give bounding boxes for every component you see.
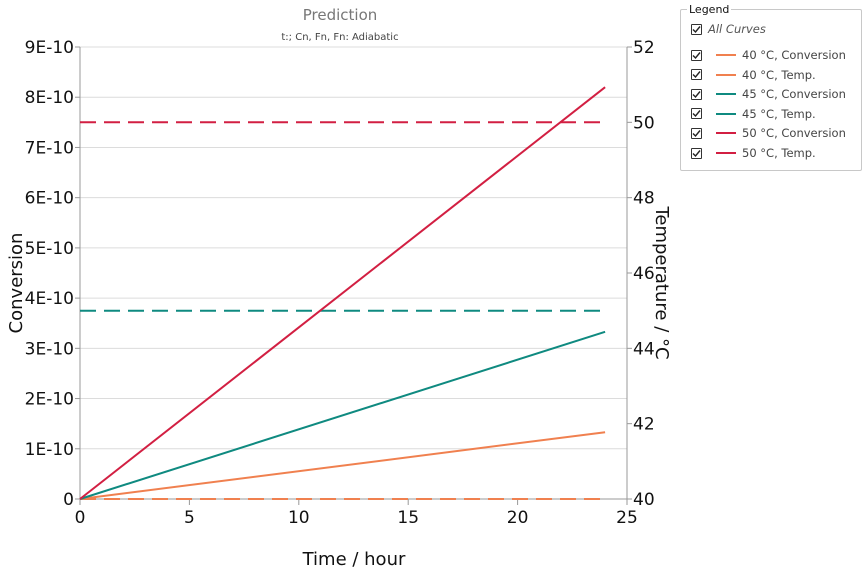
legend-item[interactable]: 50 °C, Conversion <box>691 124 846 142</box>
x-tick-label: 20 <box>507 508 529 528</box>
y-left-tick-label: 5E-10 <box>25 239 74 259</box>
y-right-tick-label: 50 <box>633 113 655 133</box>
y-right-tick-label: 46 <box>633 264 655 284</box>
legend-item-swatch <box>716 93 736 96</box>
legend-item[interactable]: 40 °C, Temp. <box>691 66 816 84</box>
y-left-tick-label: 4E-10 <box>25 289 74 309</box>
y-left-tick-label: 9E-10 <box>25 38 74 58</box>
x-tick-label: 5 <box>184 508 195 528</box>
legend-item-checkbox[interactable] <box>691 88 702 100</box>
legend-title: Legend <box>687 3 732 16</box>
series-line-40-c-conversion <box>79 431 606 500</box>
all-curves-checkbox[interactable] <box>691 23 702 35</box>
legend-item-swatch <box>716 54 736 56</box>
legend-item-checkbox[interactable] <box>691 69 702 81</box>
legend-item-label: 40 °C, Conversion <box>742 48 846 62</box>
all-curves-label: All Curves <box>708 22 766 36</box>
legend-item-checkbox[interactable] <box>691 147 702 159</box>
series-lines <box>79 86 606 500</box>
legend-item-label: 50 °C, Temp. <box>742 146 816 160</box>
legend-item-swatch <box>716 73 736 76</box>
x-tick-label: 25 <box>616 508 638 528</box>
y-right-tick-label: 48 <box>633 189 655 209</box>
x-axis-label: Time / hour <box>302 549 406 570</box>
legend-item[interactable]: 45 °C, Temp. <box>691 105 816 123</box>
legend-item-swatch <box>716 132 736 135</box>
x-tick-label: 0 <box>75 508 86 528</box>
y-left-tick-label: 3E-10 <box>25 339 74 359</box>
x-tick-label: 10 <box>288 508 310 528</box>
y-right-tick-label: 52 <box>633 38 655 58</box>
legend-item-swatch <box>716 112 736 115</box>
y-right-tick-label: 42 <box>633 415 655 435</box>
legend-item-label: 45 °C, Temp. <box>742 106 816 121</box>
y-left-tick-label: 0 <box>63 490 74 510</box>
series-line-45-c-conversion <box>79 330 606 500</box>
legend-item-label: 40 °C, Temp. <box>742 67 816 82</box>
legend-item[interactable]: 45 °C, Conversion <box>691 85 846 103</box>
legend-all-curves[interactable]: All Curves <box>691 20 766 38</box>
y-left-tick-label: 6E-10 <box>25 189 74 209</box>
y-right-tick-label: 40 <box>633 490 655 510</box>
series-line-50-c-conversion <box>79 86 606 500</box>
y-left-tick-label: 2E-10 <box>25 390 74 410</box>
y-right-tick-label: 44 <box>633 339 655 359</box>
legend-item-checkbox[interactable] <box>691 127 702 139</box>
y-left-tick-label: 1E-10 <box>25 440 74 460</box>
legend-item-label: 45 °C, Conversion <box>742 87 846 102</box>
y-left-tick-label: 8E-10 <box>25 88 74 108</box>
legend-item-swatch <box>716 152 736 154</box>
grid-lines <box>80 46 627 450</box>
legend-item[interactable]: 40 °C, Conversion <box>691 46 846 64</box>
y-left-tick-label: 7E-10 <box>25 138 74 158</box>
legend-panel: Legend All Curves 40 °C, Conversion 40 °C… <box>680 3 862 171</box>
chart-subtitle: t:; Cn, Fn, Fn: Adiabatic <box>281 32 398 43</box>
tick-labels: 0 1E-10 2E-10 3E-10 4E-10 5E-10 6E-10 7E-10 8E-1… <box>25 38 655 528</box>
x-tick-label: 15 <box>397 508 419 528</box>
legend-item-checkbox[interactable] <box>691 49 702 61</box>
legend-item-label: 50 °C, Conversion <box>742 126 846 141</box>
legend-item[interactable]: 50 °C, Temp. <box>691 144 816 162</box>
y-right-axis-label: Temperature / °C <box>651 205 672 359</box>
chart-title: Prediction <box>303 6 378 24</box>
legend-item-checkbox[interactable] <box>691 108 702 120</box>
y-left-axis-label: Conversion <box>6 233 27 334</box>
